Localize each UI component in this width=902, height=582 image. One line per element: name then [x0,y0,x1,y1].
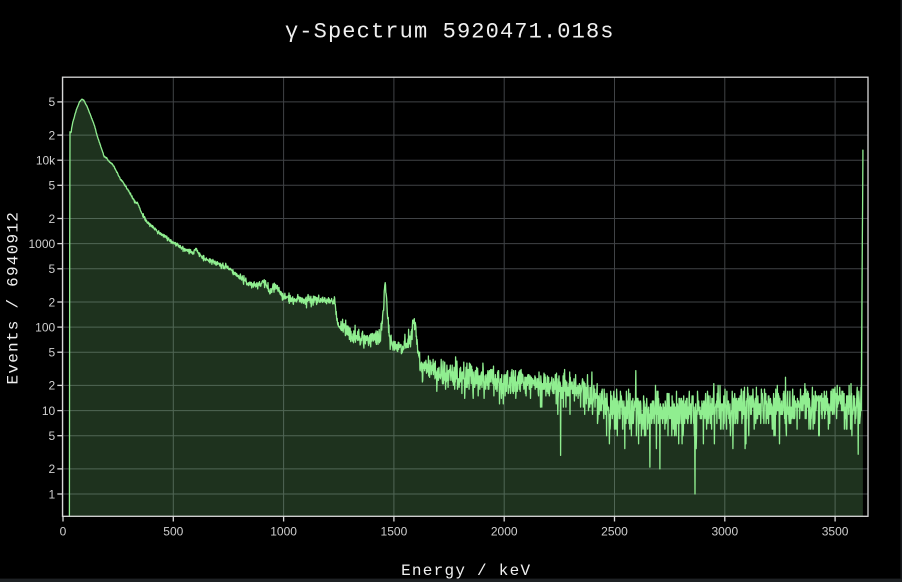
svg-text:5: 5 [49,262,56,276]
svg-text:2000: 2000 [491,525,518,539]
svg-text:γ-Spectrum 5920471.018s: γ-Spectrum 5920471.018s [285,20,615,45]
svg-text:0: 0 [60,525,67,539]
svg-text:3000: 3000 [711,525,738,539]
svg-text:100: 100 [35,320,55,334]
svg-text:500: 500 [163,525,183,539]
svg-text:5: 5 [49,95,56,109]
svg-text:2: 2 [49,212,56,226]
svg-text:5: 5 [49,429,56,443]
svg-text:1000: 1000 [28,237,55,251]
svg-text:Events / 6940912: Events / 6940912 [5,211,23,385]
svg-text:10: 10 [42,404,56,418]
svg-text:2: 2 [49,128,56,142]
svg-text:10k: 10k [36,154,56,168]
svg-text:5: 5 [49,346,56,360]
svg-text:2: 2 [49,295,56,309]
svg-text:2500: 2500 [601,525,628,539]
svg-text:2: 2 [49,379,56,393]
svg-text:5: 5 [49,179,56,193]
svg-text:3500: 3500 [822,525,849,539]
svg-text:Energy / keV: Energy / keV [401,562,531,580]
svg-text:1000: 1000 [270,525,297,539]
svg-text:1: 1 [49,487,56,501]
svg-text:2: 2 [49,462,56,476]
svg-text:1500: 1500 [381,525,408,539]
